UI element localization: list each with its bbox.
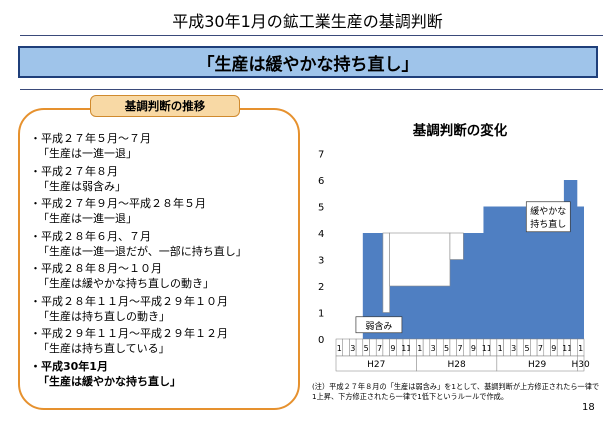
history-state: 「生産は持ち直しの動き」: [38, 309, 170, 323]
history-period: ・平成２８年８月～１０月: [30, 262, 162, 275]
x-tick-label: 1: [337, 344, 342, 353]
x-month-cell: [503, 338, 511, 357]
x-month-cell: [489, 338, 498, 357]
x-year-label: H30: [572, 360, 590, 370]
x-tick-label: 11: [401, 344, 411, 353]
x-month-cell: [570, 338, 578, 357]
history-state: 「生産は弱含み」: [38, 179, 126, 193]
x-month-cell: [530, 338, 538, 357]
x-tick-label: 11: [562, 344, 572, 353]
history-list: ・平成２７年５月～７月 「生産は一進一退」 ・平成２７年８月 「生産は弱含み」 ・平成２…: [30, 131, 296, 391]
history-period: ・平成２７年８月: [30, 164, 118, 178]
y-tick-label: 6: [318, 176, 324, 187]
title-rule-top: [20, 35, 603, 36]
history-state: 「生産は緩やかな持ち直しの動き」: [38, 277, 214, 290]
annotation-box: [355, 316, 403, 334]
x-month-cell: [543, 338, 551, 357]
x-year-cell: [577, 355, 585, 372]
dip-cutout: [449, 232, 464, 260]
history-state: 「生産は一進一退だが、一部に持ち直し」: [38, 244, 247, 258]
dip-cutout: [389, 232, 451, 287]
x-tick-label: 3: [511, 344, 516, 353]
x-tick-label: 9: [551, 344, 556, 353]
title-rule-bottom: [20, 89, 603, 90]
history-item: ・平成２８年６月、７月 「生産は一進一退だが、一部に持ち直し」: [30, 229, 296, 262]
x-tick-label: 1: [498, 344, 503, 353]
history-heading: 基調判断の推移: [90, 95, 240, 117]
history-state: 「生産は緩やかな持ち直し」: [38, 374, 181, 388]
x-tick-label: 5: [444, 344, 449, 353]
x-tick-label: 7: [377, 344, 382, 353]
x-tick-label: 9: [390, 344, 395, 353]
x-year-label: H28: [448, 360, 466, 370]
history-period: ・平成30年1月: [30, 359, 108, 373]
x-month-cell: [449, 338, 457, 357]
history-period: ・平成２８年６月、７月: [30, 229, 151, 243]
y-tick-label: 7: [318, 150, 324, 161]
y-tick-label: 3: [318, 256, 324, 267]
history-box: [18, 108, 300, 410]
history-item: ・平成２７年８月 「生産は弱含み」: [30, 164, 296, 197]
page-number: 18: [582, 402, 595, 413]
x-tick-label: 1: [417, 344, 422, 353]
history-state: 「生産は一進一退」: [38, 147, 137, 160]
x-year-label: H29: [528, 360, 546, 370]
history-period: ・平成２８年１１月～平成２９年１０月: [30, 294, 228, 308]
x-tick-label: 7: [457, 344, 462, 353]
y-tick-label: 2: [318, 282, 324, 293]
history-item: ・平成２９年１１月～平成２９年１２月「生産は持ち直している」: [30, 326, 296, 359]
history-item: ・平成２８年８月～１０月「生産は緩やかな持ち直しの動き」: [30, 261, 296, 294]
y-tick-label: 0: [318, 335, 324, 346]
x-tick-label: 9: [471, 344, 476, 353]
history-period: ・平成２７年５月～７月: [30, 132, 151, 145]
annotation-label: 持ち直し: [530, 218, 566, 230]
history-item: ・平成２８年１１月～平成２９年１０月 「生産は持ち直しの動き」: [30, 294, 296, 327]
y-tick-label: 1: [318, 309, 324, 320]
history-period: ・平成２９年１１月～平成２９年１２月: [30, 327, 228, 340]
history-item: ・平成２７年５月～７月 「生産は一進一退」: [30, 131, 296, 164]
x-tick-label: 11: [482, 344, 492, 353]
y-tick-label: 5: [318, 203, 324, 214]
x-month-cell: [436, 338, 444, 357]
chart-title: 基調判断の変化: [412, 123, 508, 139]
chart-note: (注）平成２７年８月の「生産は弱含み」を1として、基調判断が上方修正されたら一律…: [312, 382, 600, 401]
page-title: 平成30年1月の鉱工業生産の基調判断: [172, 12, 443, 31]
y-tick-label: 4: [318, 229, 324, 240]
history-state: 「生産は一進一退」: [38, 212, 137, 225]
x-tick-label: 5: [364, 344, 369, 353]
annotation-box: [525, 201, 571, 233]
history-state: 「生産は持ち直している」: [38, 342, 170, 355]
x-month-cell: [369, 338, 377, 357]
x-tick-label: 5: [524, 344, 529, 353]
history-period: ・平成２７年９月～平成２８年５月: [30, 197, 206, 210]
x-month-cell: [355, 338, 364, 357]
x-year-label: H27: [367, 360, 385, 370]
annotation-label: 弱含み: [365, 320, 392, 332]
x-tick-label: 7: [538, 344, 543, 353]
x-month-cell: [342, 338, 350, 357]
x-tick-label: 3: [350, 344, 355, 353]
x-month-cell: [409, 338, 417, 357]
x-tick-label: 3: [431, 344, 436, 353]
x-month-cell: [422, 338, 431, 357]
history-item: ・平成２７年９月～平成２８年５月「生産は一進一退」: [30, 196, 296, 229]
x-tick-label: 1: [578, 344, 583, 353]
x-month-cell: [516, 338, 524, 357]
annotation-label: 緩やかな: [530, 205, 566, 217]
x-month-cell: [463, 338, 471, 357]
judgment-banner: 「生産は緩やかな持ち直し」: [18, 46, 598, 78]
x-month-cell: [382, 338, 390, 357]
history-item: ・平成30年1月 「生産は緩やかな持ち直し」: [30, 359, 296, 392]
dip-cutout: [382, 232, 390, 313]
